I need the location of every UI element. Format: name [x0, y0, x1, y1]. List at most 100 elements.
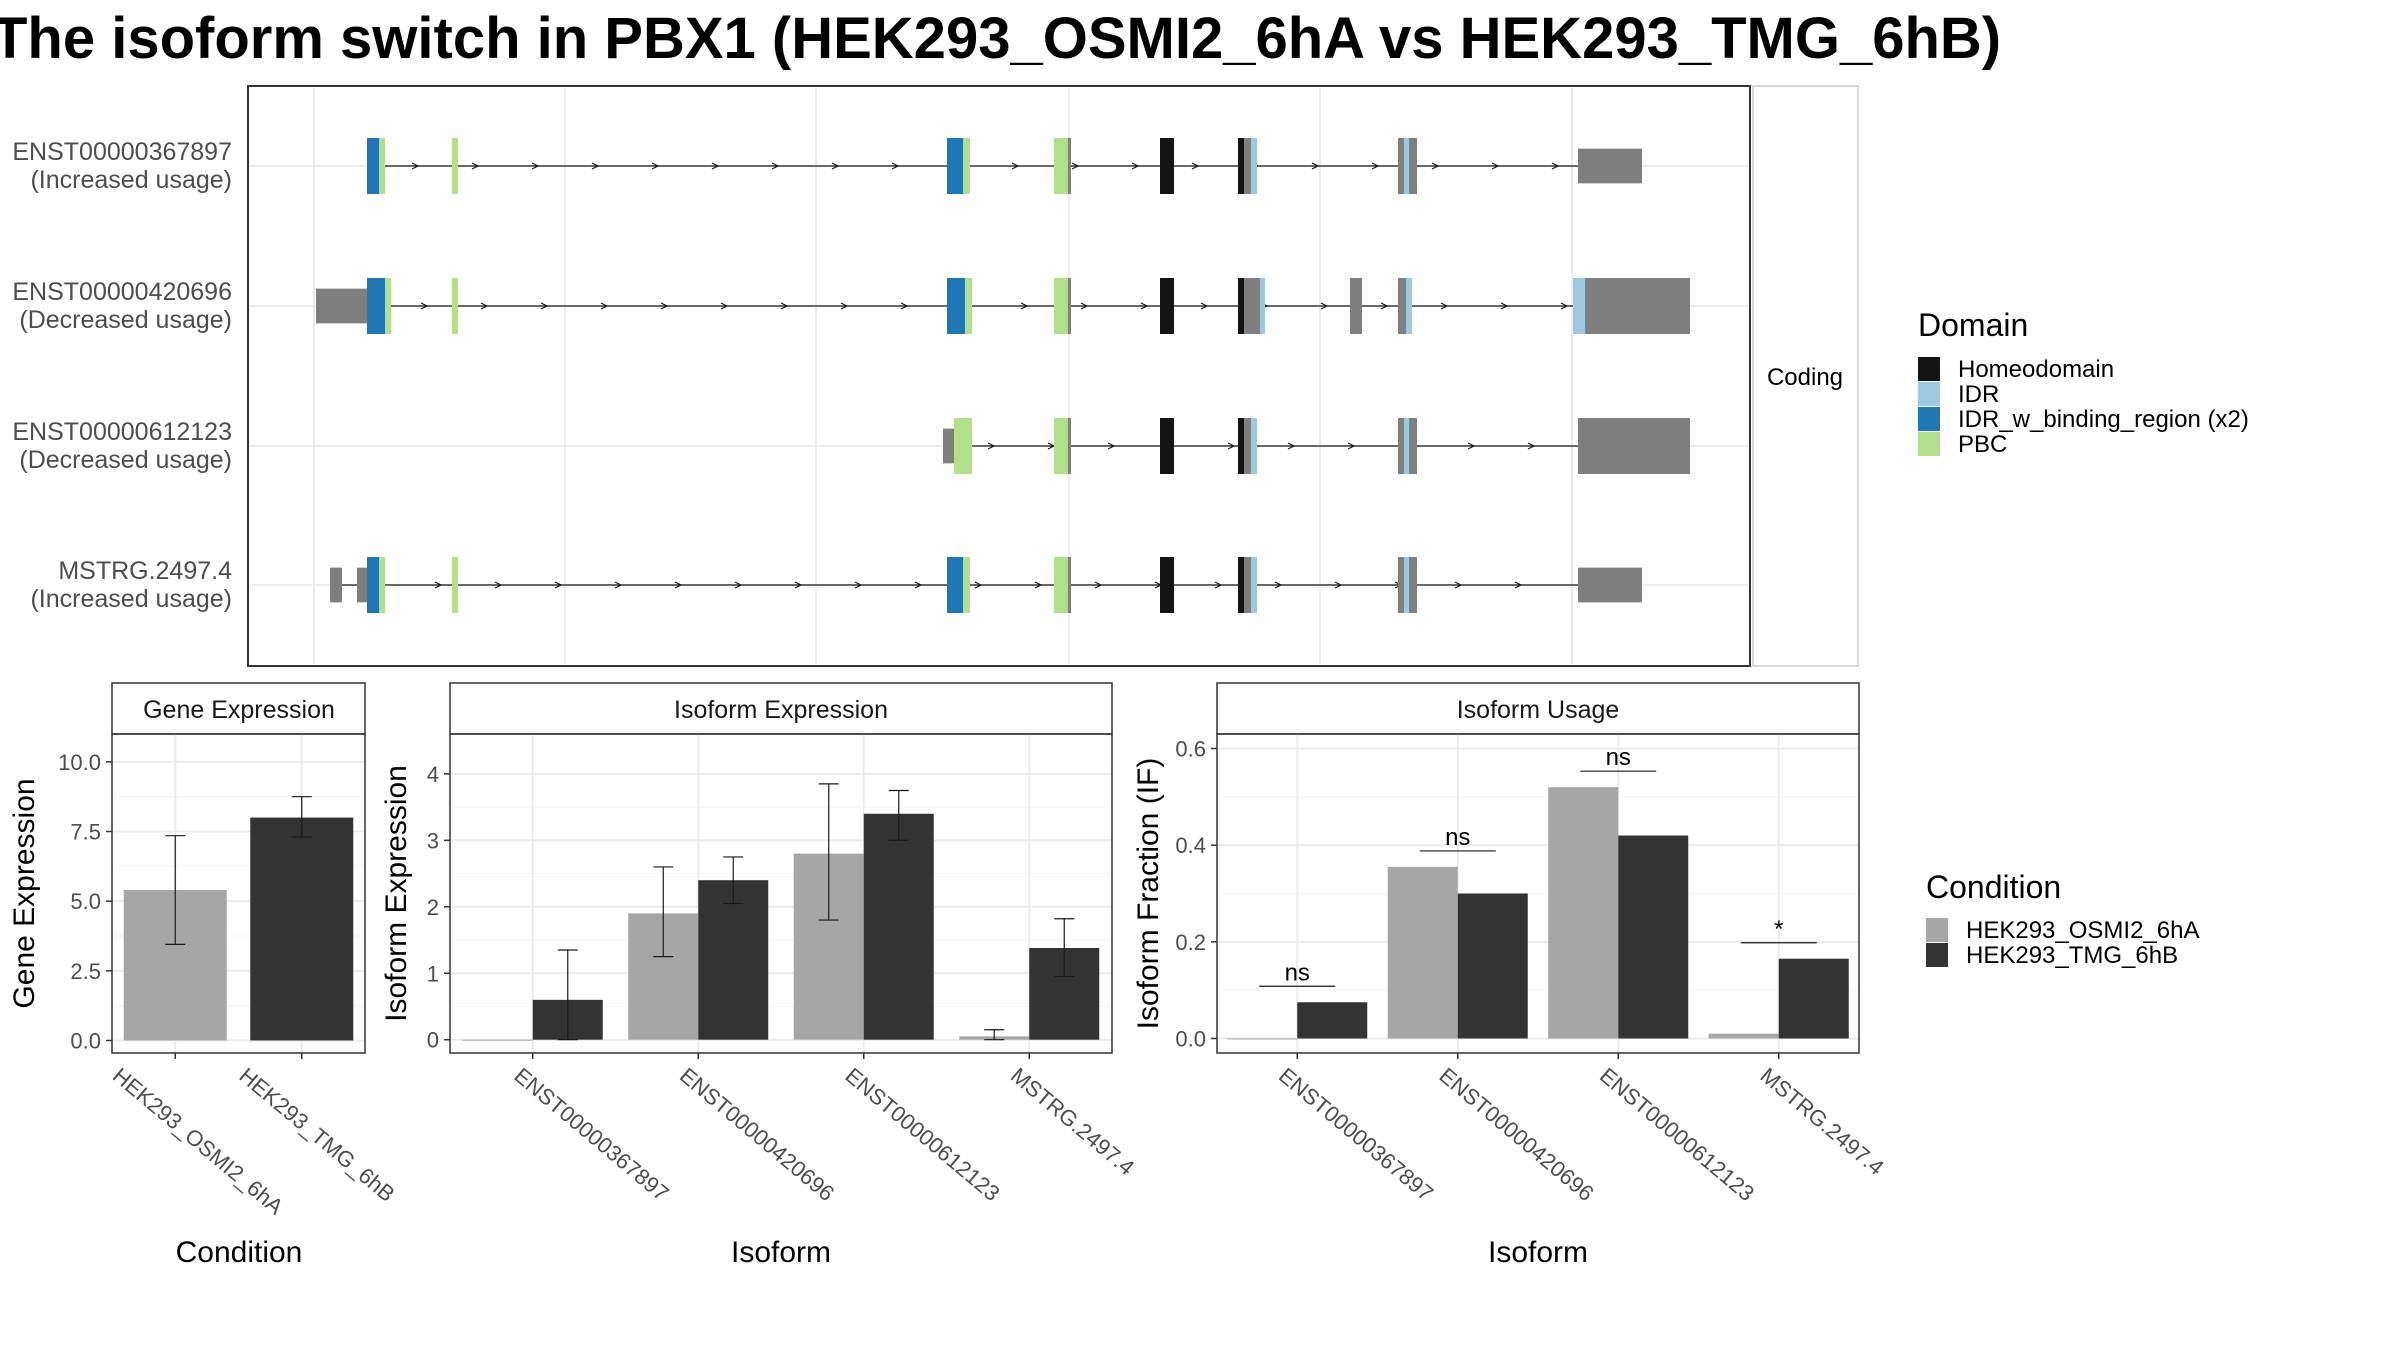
direction-arrow [1431, 162, 1440, 170]
exon [947, 278, 965, 334]
domain-legend-label: IDR [1958, 381, 1999, 408]
x-tick-label: ENST00000367897 [1274, 1063, 1438, 1206]
direction-arrow [1371, 162, 1380, 170]
exon [452, 278, 458, 334]
exon [1578, 148, 1642, 184]
direction-arrow [1227, 442, 1236, 450]
exon [1160, 557, 1174, 613]
y-axis-title: Isoform Expression [380, 765, 413, 1022]
exon [385, 278, 391, 334]
y-tick-label: 7.5 [70, 820, 101, 845]
exon [1260, 278, 1265, 334]
condition-legend-key [1926, 918, 1948, 942]
y-tick-label: 0.0 [70, 1028, 101, 1053]
domain-legend-title: Domain [1918, 307, 2028, 343]
direction-arrow [1320, 302, 1329, 310]
y-tick-label: 0.0 [1175, 1027, 1206, 1052]
direction-arrow [1347, 442, 1356, 450]
direction-arrow [974, 581, 983, 589]
bar [1778, 958, 1849, 1039]
direction-arrow [1551, 162, 1560, 170]
domain-legend-key [1918, 432, 1940, 456]
direction-arrow [1274, 581, 1283, 589]
panel-frame [1216, 733, 1860, 1054]
direction-arrow [1527, 442, 1536, 450]
condition-legend-label: HEK293_OSMI2_6hA [1966, 917, 2199, 944]
significance-label: ns [1606, 744, 1631, 771]
x-tick-label: ENST00000367897 [510, 1063, 674, 1206]
exon [1068, 557, 1071, 613]
significance-label: ns [1285, 959, 1310, 986]
exon [1068, 278, 1071, 334]
exon [1054, 418, 1068, 474]
domain-legend-key [1918, 382, 1940, 406]
structure-panel: ENST00000367897(Increased usage)ENST0000… [12, 85, 1859, 667]
direction-arrow [1011, 162, 1020, 170]
exon [1398, 557, 1404, 613]
domain-legend-label: Homeodomain [1958, 356, 2114, 383]
direction-arrow [900, 302, 909, 310]
exon [1398, 418, 1404, 474]
exon [1409, 557, 1417, 613]
exon [1160, 418, 1174, 474]
domain-legend-label: IDR_w_binding_region (x2) [1958, 406, 2249, 433]
direction-arrow [600, 302, 609, 310]
y-tick-label: 0.2 [1175, 930, 1206, 955]
condition-legend-key [1926, 943, 1948, 967]
direction-arrow [720, 302, 729, 310]
domain-legend: Domain HomeodomainIDRIDR_w_binding_regio… [1918, 307, 2249, 458]
direction-arrow [591, 162, 600, 170]
transcript-usage-label: (Decreased usage) [19, 306, 232, 334]
direction-arrow [1071, 162, 1080, 170]
direction-arrow [1191, 162, 1200, 170]
x-tick-label: ENST00000420696 [1435, 1063, 1599, 1206]
direction-arrow [420, 302, 429, 310]
x-axis-title: Condition [176, 1236, 303, 1269]
direction-arrow [854, 581, 863, 589]
exon [1350, 278, 1362, 334]
exon [963, 138, 970, 194]
transcript-usage-label: (Decreased usage) [19, 446, 232, 474]
bar [1297, 1002, 1368, 1039]
direction-arrow [734, 581, 743, 589]
direction-arrow [540, 302, 549, 310]
exon [379, 138, 385, 194]
x-tick-label: MSTRG.2497.4 [1006, 1063, 1139, 1180]
exon [943, 428, 954, 464]
direction-arrow [1440, 302, 1449, 310]
direction-arrow [711, 162, 720, 170]
x-tick-label: ENST00000612123 [841, 1063, 1005, 1206]
bar [1618, 835, 1689, 1039]
condition-legend-label: HEK293_TMG_6hB [1966, 942, 2178, 969]
y-axis-title: Gene Expression [8, 778, 41, 1008]
exon [1404, 138, 1409, 194]
condition-legend-title: Condition [1926, 869, 2061, 905]
exon [330, 567, 342, 603]
direction-arrow [794, 581, 803, 589]
y-tick-label: 3 [427, 828, 439, 853]
exon [1404, 418, 1409, 474]
structure-strip [1752, 85, 1859, 667]
direction-arrow [1287, 442, 1296, 450]
direction-arrow [674, 581, 683, 589]
isoform-usage-panel: Isoform Usage ns ns ns * 0.0 0.2 0.4 0.6 ENST0000… [1132, 682, 1889, 1269]
gene-expression-panel: Gene Expression0.02.55.07.510.0HEK293_OS… [8, 682, 400, 1269]
structure-facet-label: Coding [1767, 364, 1843, 391]
exon [1578, 567, 1642, 603]
exon [1238, 278, 1244, 334]
exon [1573, 278, 1585, 334]
x-axis-title: Isoform [731, 1236, 831, 1269]
direction-arrow [1380, 302, 1389, 310]
direction-arrow [660, 302, 669, 310]
direction-arrow [494, 581, 503, 589]
panel-title: Isoform Expression [674, 696, 888, 724]
exon [1244, 557, 1251, 613]
y-axis-title: Isoform Fraction (IF) [1132, 758, 1165, 1030]
exon [1068, 138, 1071, 194]
direction-arrow [1200, 302, 1209, 310]
bar [1387, 866, 1458, 1039]
bar [1708, 1033, 1779, 1039]
exon [1409, 138, 1417, 194]
transcript-usage-label: (Increased usage) [30, 585, 232, 613]
